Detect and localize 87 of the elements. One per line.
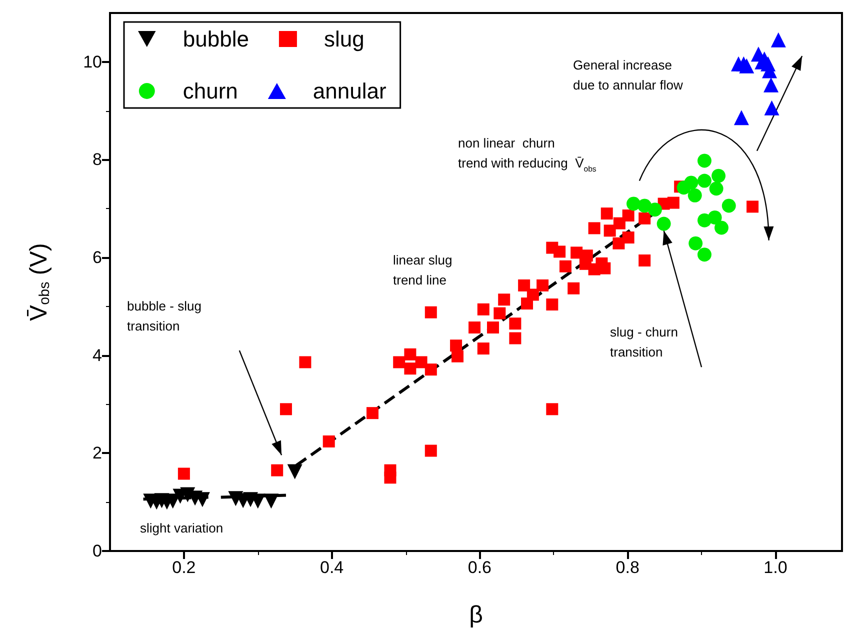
point	[656, 216, 671, 231]
point	[424, 444, 437, 457]
point	[498, 294, 510, 306]
point	[600, 208, 613, 220]
point	[509, 318, 522, 330]
point	[468, 321, 481, 334]
point	[688, 188, 702, 202]
point	[708, 210, 722, 224]
point	[638, 254, 651, 266]
point	[554, 246, 566, 258]
point	[518, 279, 530, 292]
x-tick-label: 1.0	[764, 558, 788, 577]
point	[684, 176, 698, 190]
point	[612, 237, 625, 250]
point	[526, 288, 539, 301]
point	[559, 260, 572, 272]
point	[604, 224, 616, 237]
point	[322, 435, 335, 448]
legend-label: bubble	[182, 26, 249, 52]
point	[487, 321, 500, 334]
legend-label: churn	[182, 78, 238, 104]
point	[622, 209, 634, 222]
annotation: linear slug trend line	[393, 252, 452, 288]
legend-label: annular	[312, 78, 386, 104]
y-tick-label: 6	[92, 248, 102, 268]
point	[712, 168, 726, 183]
point	[536, 279, 549, 292]
point	[722, 198, 736, 213]
point	[739, 58, 754, 74]
point	[746, 200, 759, 213]
point	[688, 236, 703, 250]
y-tick-label: 2	[92, 444, 102, 463]
point	[452, 350, 464, 362]
y-axis-title: V̄obs (V)	[26, 243, 53, 321]
annotation: General increase due to annular flow	[573, 58, 684, 92]
x-tick-label: 0.6	[468, 558, 492, 577]
point	[568, 282, 580, 294]
x-axis-title: β	[469, 602, 483, 628]
annotation: bubble - slug transition	[127, 298, 202, 334]
point	[734, 110, 749, 126]
annotation: slug - churn transition	[610, 324, 678, 360]
point	[588, 222, 600, 234]
point	[764, 77, 779, 92]
annotation: slight variation	[140, 520, 224, 536]
point	[714, 220, 728, 235]
point	[546, 298, 558, 310]
point	[424, 364, 437, 376]
legend-label: slug	[324, 26, 364, 52]
point	[638, 212, 651, 224]
point	[280, 403, 292, 416]
point	[697, 174, 712, 188]
y-tick-label: 4	[92, 346, 102, 365]
point	[697, 248, 712, 262]
point	[509, 332, 522, 344]
point	[264, 494, 279, 509]
point	[764, 100, 780, 116]
point	[770, 32, 786, 48]
point	[404, 348, 416, 360]
point	[477, 303, 490, 316]
y-tick-label: 8	[92, 150, 102, 170]
point	[667, 196, 680, 209]
point	[546, 403, 558, 416]
point	[709, 182, 724, 196]
y-tick-label: 0	[92, 542, 102, 560]
point	[393, 356, 406, 368]
point	[178, 468, 190, 480]
point	[477, 342, 490, 355]
point	[415, 356, 428, 368]
point	[384, 472, 396, 484]
point	[697, 154, 712, 168]
point	[648, 202, 662, 217]
point	[622, 231, 634, 244]
point	[570, 246, 583, 259]
y-tick-label: 10	[83, 52, 102, 72]
point	[287, 464, 302, 480]
x-tick-label: 0.2	[172, 558, 196, 577]
point	[598, 262, 611, 274]
point	[271, 464, 284, 476]
point	[494, 307, 506, 320]
x-tick-label: 0.4	[320, 558, 344, 577]
point	[450, 340, 462, 352]
point	[404, 362, 416, 375]
x-tick-label: 0.8	[616, 558, 640, 577]
point	[613, 217, 626, 230]
point	[366, 407, 378, 420]
point	[424, 306, 437, 318]
point	[299, 356, 312, 368]
